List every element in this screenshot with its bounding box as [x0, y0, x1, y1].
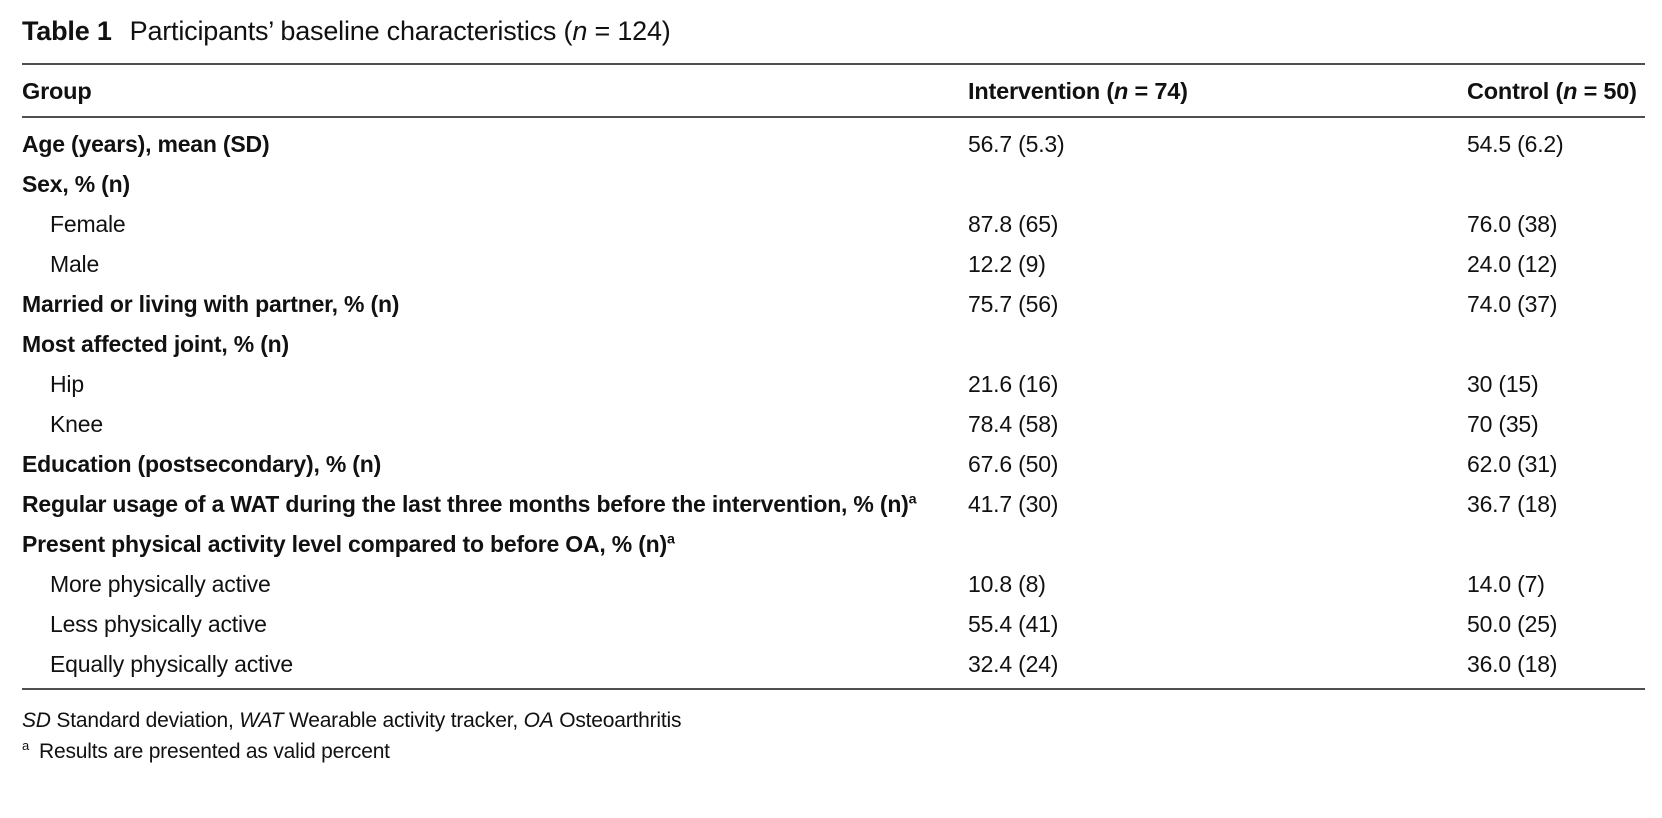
row-label: Present physical activity level compared…: [22, 531, 675, 557]
control-value: 30 (15): [1467, 371, 1539, 397]
intervention-value: 56.7 (5.3): [968, 131, 1065, 157]
control-value: 50.0 (25): [1467, 611, 1558, 637]
table-row: Education (postsecondary), % (n) 67.6 (50…: [22, 444, 1645, 484]
table-row: Sex, % (n): [22, 164, 1645, 204]
row-label: Regular usage of a WAT during the last t…: [22, 491, 917, 517]
table-row: Hip 21.6 (16) 30 (15): [22, 364, 1645, 404]
row-label: Education (postsecondary), % (n): [22, 451, 382, 477]
intervention-value: 67.6 (50): [968, 451, 1059, 477]
control-value: 54.5 (6.2): [1467, 131, 1564, 157]
footnote-a-marker: a: [22, 738, 30, 753]
row-label: Male: [50, 251, 100, 277]
control-value: 36.7 (18): [1467, 491, 1558, 517]
intervention-value: [968, 164, 1467, 204]
table-row: Age (years), mean (SD) 56.7 (5.3) 54.5 (6.…: [22, 117, 1645, 164]
table-row: Less physically active 55.4 (41) 50.0 (25): [22, 604, 1645, 644]
row-label: More physically active: [50, 571, 271, 597]
table-row: Female 87.8 (65) 76.0 (38): [22, 204, 1645, 244]
table-row: Present physical activity level compared…: [22, 524, 1645, 564]
table-body: Age (years), mean (SD) 56.7 (5.3) 54.5 (6.…: [22, 117, 1645, 689]
row-label: Equally physically active: [50, 651, 294, 677]
footnote-marker: a: [666, 531, 675, 548]
header-row: Group Intervention (n = 74) Control (n =…: [22, 64, 1645, 118]
abbreviation-term: SD: [22, 709, 51, 732]
caption-n-italic: n: [572, 16, 588, 46]
intervention-value: 87.8 (65): [968, 211, 1059, 237]
control-value: 36.0 (18): [1467, 651, 1558, 677]
table-footnotes: SD Standard deviation, WAT Wearable acti…: [22, 705, 1645, 767]
footnote-a-text: Results are presented as valid percent: [39, 740, 390, 763]
intervention-value: 55.4 (41): [968, 611, 1059, 637]
control-value: 70 (35): [1467, 411, 1539, 437]
table-row: Equally physically active 32.4 (24) 36.0 (…: [22, 644, 1645, 689]
abbreviation-definition: Wearable activity tracker,: [283, 709, 524, 732]
intervention-n-italic: n: [1114, 78, 1129, 104]
intervention-value: 12.2 (9): [968, 251, 1046, 277]
table-header: Group Intervention (n = 74) Control (n =…: [22, 64, 1645, 118]
abbreviation-term: OA: [523, 709, 554, 732]
control-value: 74.0 (37): [1467, 291, 1558, 317]
col-header-group: Group: [22, 64, 968, 118]
row-label: Age (years), mean (SD): [22, 131, 270, 157]
row-label: Sex, % (n): [22, 171, 130, 197]
control-value: [1467, 524, 1645, 564]
table-row: Male 12.2 (9) 24.0 (12): [22, 244, 1645, 284]
abbreviation-term: WAT: [239, 709, 284, 732]
intervention-value: 10.8 (8): [968, 571, 1046, 597]
control-value: 24.0 (12): [1467, 251, 1558, 277]
control-value: 62.0 (31): [1467, 451, 1558, 477]
table-row: Most affected joint, % (n): [22, 324, 1645, 364]
control-value: [1467, 324, 1645, 364]
table-row: Married or living with partner, % (n) 75.…: [22, 284, 1645, 324]
abbreviation-definition: Osteoarthritis: [553, 709, 682, 732]
row-label: Knee: [50, 411, 103, 437]
intervention-value: 41.7 (30): [968, 491, 1059, 517]
intervention-value: 32.4 (24): [968, 651, 1059, 677]
footnote-marker: a: [908, 491, 917, 508]
intervention-value: [968, 524, 1467, 564]
intervention-value: [968, 324, 1467, 364]
abbreviations-note: SD Standard deviation, WAT Wearable acti…: [22, 705, 1645, 736]
intervention-header-text: Intervention (: [968, 78, 1115, 104]
table-number: Table 1: [22, 16, 112, 46]
intervention-header-text-end: = 74): [1128, 78, 1188, 104]
table-row: Knee 78.4 (58) 70 (35): [22, 404, 1645, 444]
table-row: Regular usage of a WAT during the last t…: [22, 484, 1645, 524]
caption-text: Participants’ baseline characteristics (: [129, 16, 573, 46]
row-label: Married or living with partner, % (n): [22, 291, 400, 317]
intervention-value: 21.6 (16): [968, 371, 1059, 397]
footnote-a: a Results are presented as valid percent: [22, 736, 1645, 767]
row-label: Female: [50, 211, 126, 237]
control-value: [1467, 164, 1645, 204]
control-header-text-end: = 50): [1577, 78, 1637, 104]
row-label: Hip: [50, 371, 84, 397]
caption-text-end: = 124): [587, 16, 671, 46]
col-header-intervention: Intervention (n = 74): [968, 64, 1467, 118]
col-header-control: Control (n = 50): [1467, 64, 1645, 118]
intervention-value: 78.4 (58): [968, 411, 1059, 437]
control-header-text: Control (: [1467, 78, 1564, 104]
intervention-value: 75.7 (56): [968, 291, 1059, 317]
control-value: 76.0 (38): [1467, 211, 1558, 237]
control-n-italic: n: [1563, 78, 1578, 104]
baseline-characteristics-table: Group Intervention (n = 74) Control (n =…: [22, 63, 1645, 690]
abbreviation-definition: Standard deviation,: [50, 709, 240, 732]
table-caption: Table 1 Participants’ baseline characteri…: [22, 16, 1645, 47]
table-row: More physically active 10.8 (8) 14.0 (7): [22, 564, 1645, 604]
control-value: 14.0 (7): [1467, 571, 1545, 597]
row-label: Less physically active: [50, 611, 267, 637]
row-label: Most affected joint, % (n): [22, 331, 289, 357]
